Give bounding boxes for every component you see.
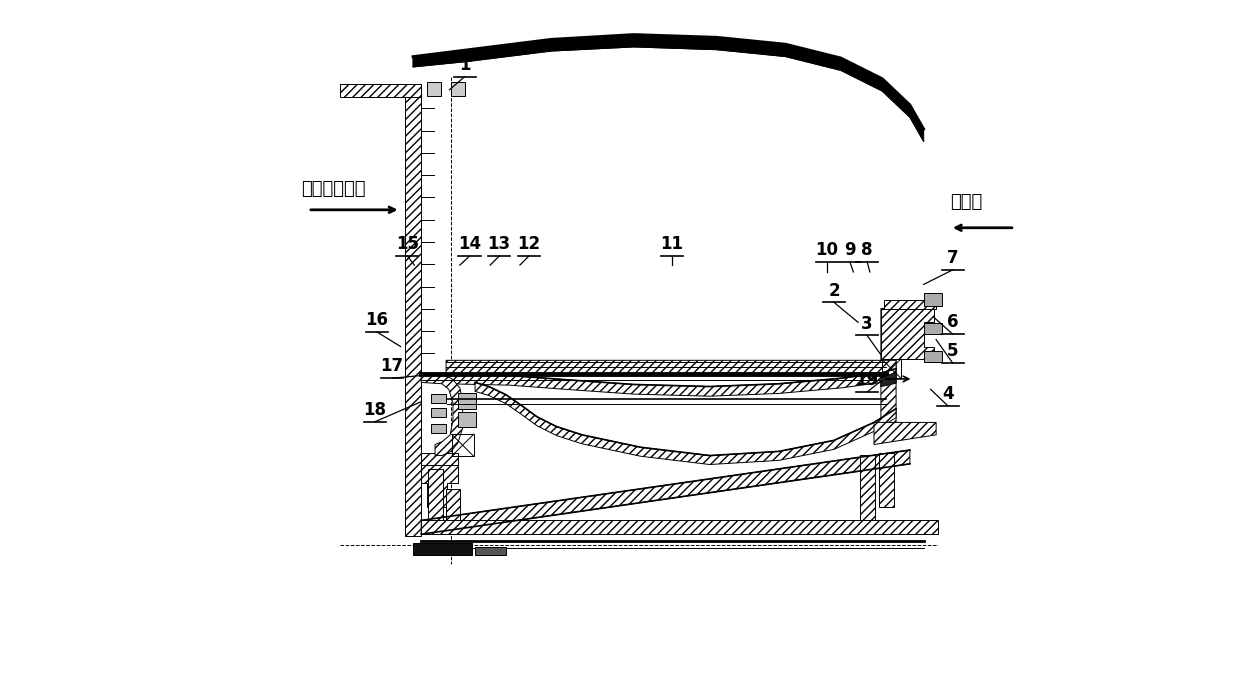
Text: 5: 5 xyxy=(947,342,959,360)
Polygon shape xyxy=(422,453,458,507)
Text: 9: 9 xyxy=(844,241,856,259)
Polygon shape xyxy=(422,453,458,465)
Bar xyxy=(458,412,476,428)
Polygon shape xyxy=(880,308,897,430)
Text: 17: 17 xyxy=(381,358,404,376)
Bar xyxy=(451,434,474,456)
Polygon shape xyxy=(341,85,422,96)
Bar xyxy=(427,82,440,96)
Text: 涡轮出口流向: 涡轮出口流向 xyxy=(301,180,366,198)
Text: 19: 19 xyxy=(856,371,879,389)
Text: 16: 16 xyxy=(366,311,388,329)
Text: 13: 13 xyxy=(487,236,511,254)
Polygon shape xyxy=(413,35,924,141)
Bar xyxy=(924,292,941,306)
Polygon shape xyxy=(880,372,897,387)
Text: 8: 8 xyxy=(862,241,873,259)
Text: 7: 7 xyxy=(947,249,959,267)
Text: 12: 12 xyxy=(517,236,541,254)
Polygon shape xyxy=(475,383,897,464)
Text: 顺航向: 顺航向 xyxy=(950,193,982,211)
Polygon shape xyxy=(880,308,934,359)
Bar xyxy=(451,82,465,96)
Text: 2: 2 xyxy=(828,281,839,299)
Bar xyxy=(475,547,506,555)
Bar xyxy=(458,394,476,409)
Polygon shape xyxy=(422,450,910,534)
Text: 11: 11 xyxy=(660,236,683,254)
Bar xyxy=(428,468,444,534)
Polygon shape xyxy=(874,423,936,444)
Text: 14: 14 xyxy=(458,236,481,254)
Bar xyxy=(430,394,446,403)
Text: 1: 1 xyxy=(459,56,470,74)
Bar xyxy=(430,424,446,432)
Text: 3: 3 xyxy=(862,315,873,333)
Polygon shape xyxy=(884,299,936,308)
Text: 15: 15 xyxy=(396,236,419,254)
Polygon shape xyxy=(446,369,897,396)
Text: 18: 18 xyxy=(363,401,387,419)
Bar xyxy=(879,453,894,507)
Bar xyxy=(861,455,875,520)
Polygon shape xyxy=(422,376,463,455)
Polygon shape xyxy=(404,88,422,536)
Bar xyxy=(446,489,460,534)
Bar xyxy=(422,520,937,534)
Bar xyxy=(924,351,941,362)
Bar xyxy=(430,408,446,417)
Bar xyxy=(882,359,901,378)
Bar xyxy=(413,543,471,555)
Bar xyxy=(924,323,941,334)
Text: 4: 4 xyxy=(942,385,954,403)
Text: 10: 10 xyxy=(816,241,838,259)
Text: 6: 6 xyxy=(947,313,959,331)
Polygon shape xyxy=(446,360,897,374)
